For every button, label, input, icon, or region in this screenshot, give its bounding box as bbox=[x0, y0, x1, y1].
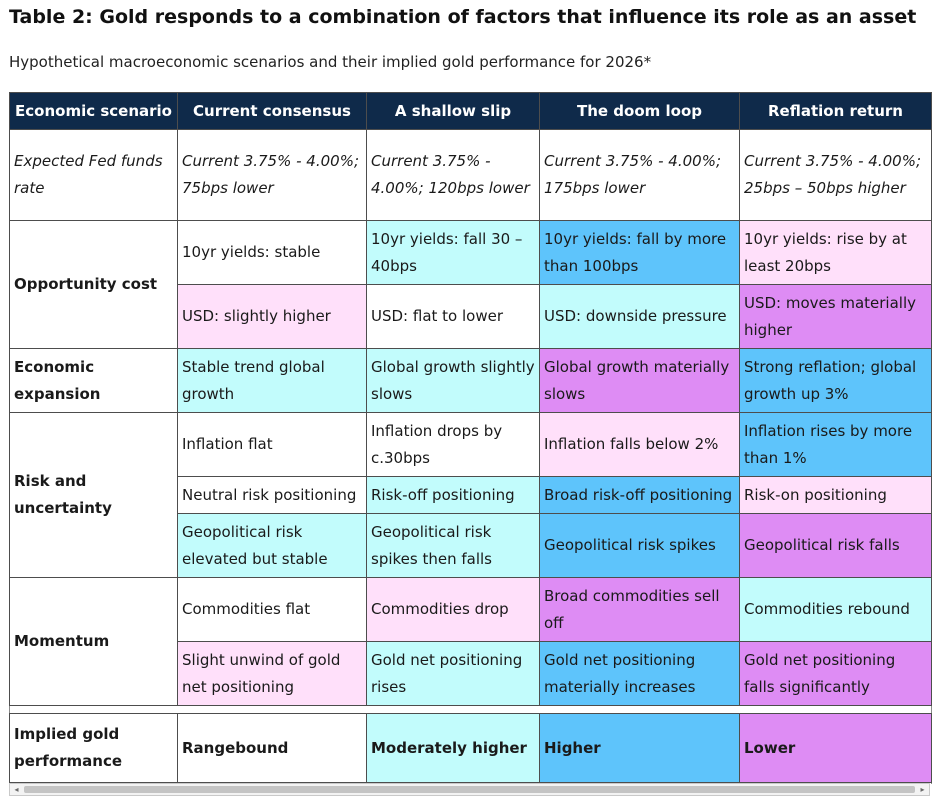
table-cell: Commodities flat bbox=[177, 577, 367, 642]
table-cell: Neutral risk positioning bbox=[177, 476, 367, 514]
header-shallow-slip: A shallow slip bbox=[366, 92, 540, 130]
table-cell: Risk-off positioning bbox=[366, 476, 540, 514]
header-current-consensus: Current consensus bbox=[177, 92, 367, 130]
positioning-row: Neutral risk positioning Risk-off positi… bbox=[10, 476, 932, 514]
scenario-table: Economic scenario Current consensus A sh… bbox=[9, 92, 932, 783]
table-cell: Current 3.75% - 4.00%; 25bps – 50bps hig… bbox=[739, 129, 932, 221]
inflation-row: Risk and uncertainty Inflation flat Infl… bbox=[9, 412, 932, 578]
expansion-row: Economic expansion Stable trend global g… bbox=[9, 348, 932, 413]
table-cell: Slight unwind of gold net positioning bbox=[177, 641, 367, 706]
table-cell: Inflation rises by more than 1% bbox=[739, 412, 932, 477]
opportunity-cost-label: Opportunity cost bbox=[9, 220, 178, 349]
spacer-row bbox=[9, 705, 932, 714]
implied-gold-label: Implied gold performance bbox=[9, 713, 178, 783]
header-reflation-return: Reflation return bbox=[739, 92, 932, 130]
header-doom-loop: The doom loop bbox=[539, 92, 740, 130]
table-cell: Commodities rebound bbox=[739, 577, 932, 642]
table-cell: Higher bbox=[539, 713, 740, 783]
table-cell: Geopolitical risk spikes bbox=[539, 513, 740, 578]
table-cell: Stable trend global growth bbox=[177, 348, 367, 413]
table-cell: Lower bbox=[739, 713, 932, 783]
table-cell: Current 3.75% - 4.00%; 75bps lower bbox=[177, 129, 367, 221]
table-cell: Current 3.75% - 4.00%; 175bps lower bbox=[539, 129, 740, 221]
table-cell: USD: moves materially higher bbox=[739, 284, 932, 349]
yields-row: Opportunity cost 10yr yields: stable 10y… bbox=[9, 220, 932, 349]
header-row: Economic scenario Current consensus A sh… bbox=[9, 92, 932, 130]
table-cell: Gold net positioning rises bbox=[366, 641, 540, 706]
horizontal-scrollbar[interactable]: ◂ ▸ bbox=[9, 783, 930, 796]
table-cell: USD: flat to lower bbox=[366, 284, 540, 349]
table-cell: Inflation falls below 2% bbox=[539, 412, 740, 477]
table-cell: Geopolitical risk elevated but stable bbox=[177, 513, 367, 578]
table-cell: Commodities drop bbox=[366, 577, 540, 642]
table-cell: USD: downside pressure bbox=[539, 284, 740, 349]
table-cell: USD: slightly higher bbox=[177, 284, 367, 349]
scroll-right-icon[interactable]: ▸ bbox=[920, 785, 925, 794]
fed-rate-label: Expected Fed funds rate bbox=[9, 129, 178, 221]
gold-positioning-row: Slight unwind of gold net positioning Go… bbox=[10, 641, 932, 706]
table-cell: Current 3.75% - 4.00%; 120bps lower bbox=[366, 129, 540, 221]
table-cell: 10yr yields: fall by more than 100bps bbox=[539, 220, 740, 285]
fed-rate-row: Expected Fed funds rate Current 3.75% - … bbox=[9, 129, 932, 221]
table-cell: 10yr yields: rise by at least 20bps bbox=[739, 220, 932, 285]
table-subtitle: Hypothetical macroeconomic scenarios and… bbox=[9, 53, 652, 71]
table-cell: 10yr yields: fall 30 – 40bps bbox=[366, 220, 540, 285]
table-cell: Geopolitical risk falls bbox=[739, 513, 932, 578]
table-cell: Risk-on positioning bbox=[739, 476, 932, 514]
table-cell: Strong reflation; global growth up 3% bbox=[739, 348, 932, 413]
implied-gold-row: Implied gold performance Rangebound Mode… bbox=[9, 713, 932, 783]
table-cell: Gold net positioning falls significantly bbox=[739, 641, 932, 706]
risk-uncertainty-label: Risk and uncertainty bbox=[9, 412, 178, 578]
scroll-left-icon[interactable]: ◂ bbox=[14, 785, 19, 794]
momentum-label: Momentum bbox=[9, 577, 178, 706]
geopolitical-row: Geopolitical risk elevated but stable Ge… bbox=[10, 513, 932, 578]
table-cell: Global growth slightly slows bbox=[366, 348, 540, 413]
table-title: Table 2: Gold responds to a combination … bbox=[9, 6, 917, 28]
table-cell: Moderately higher bbox=[366, 713, 540, 783]
table-cell: Gold net positioning materially increase… bbox=[539, 641, 740, 706]
table-cell: Broad risk-off positioning bbox=[539, 476, 740, 514]
commodities-row: Momentum Commodities flat Commodities dr… bbox=[9, 577, 932, 706]
table-cell: 10yr yields: stable bbox=[177, 220, 367, 285]
table-cell: Inflation flat bbox=[177, 412, 367, 477]
table-spacer bbox=[9, 705, 932, 714]
table-cell: Inflation drops by c.30bps bbox=[366, 412, 540, 477]
header-economic-scenario: Economic scenario bbox=[9, 92, 178, 130]
economic-expansion-label: Economic expansion bbox=[9, 348, 178, 413]
scrollbar-thumb[interactable] bbox=[24, 786, 915, 793]
table-cell: Rangebound bbox=[177, 713, 367, 783]
table-cell: Geopolitical risk spikes then falls bbox=[366, 513, 540, 578]
table-cell: Broad commodities sell off bbox=[539, 577, 740, 642]
table-cell: Global growth materially slows bbox=[539, 348, 740, 413]
